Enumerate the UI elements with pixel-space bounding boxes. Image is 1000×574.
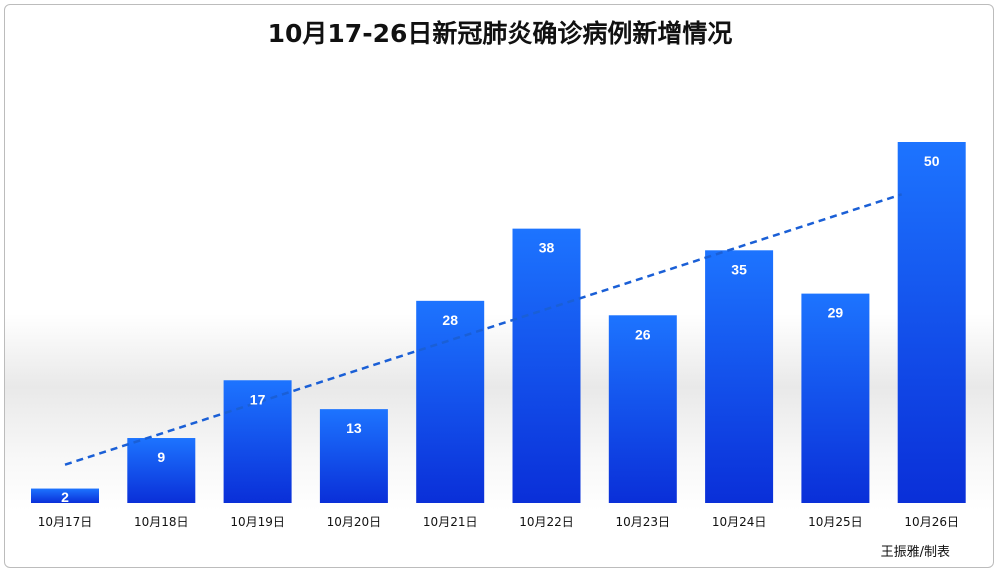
x-tick-label: 10月25日 <box>808 515 863 529</box>
x-tick-label: 10月18日 <box>134 515 189 529</box>
data-label: 13 <box>346 420 362 436</box>
bar-6 <box>512 228 581 503</box>
data-label: 9 <box>157 449 165 465</box>
x-tick-label: 10月21日 <box>423 515 478 529</box>
data-label: 2 <box>61 489 69 505</box>
bar-3 <box>223 380 292 503</box>
bar-8 <box>705 250 774 503</box>
x-tick-label: 10月17日 <box>38 515 93 529</box>
x-tick-label: 10月26日 <box>904 515 959 529</box>
data-label: 17 <box>250 391 266 407</box>
chart-title: 10月17-26日新冠肺炎确诊病例新增情况 <box>267 19 733 48</box>
data-label: 28 <box>442 312 458 328</box>
data-label: 29 <box>828 305 844 321</box>
bar-1 <box>31 488 99 503</box>
data-label: 38 <box>539 240 555 256</box>
bar-10 <box>897 142 966 503</box>
bar-2 <box>127 438 196 503</box>
trendline <box>64 193 903 466</box>
data-label: 35 <box>731 261 747 277</box>
chart-credit: 王振雅/制表 <box>880 545 950 560</box>
bar-9 <box>801 293 870 503</box>
bar-7 <box>608 315 677 503</box>
x-tick-label: 10月24日 <box>712 515 767 529</box>
bar-4 <box>319 409 388 503</box>
x-tick-label: 10月23日 <box>616 515 671 529</box>
x-tick-label: 10月19日 <box>230 515 285 529</box>
x-tick-label: 10月22日 <box>519 515 574 529</box>
x-tick-label: 10月20日 <box>327 515 382 529</box>
data-label: 50 <box>924 153 940 169</box>
data-label: 26 <box>635 326 651 342</box>
bar-5 <box>416 300 485 503</box>
